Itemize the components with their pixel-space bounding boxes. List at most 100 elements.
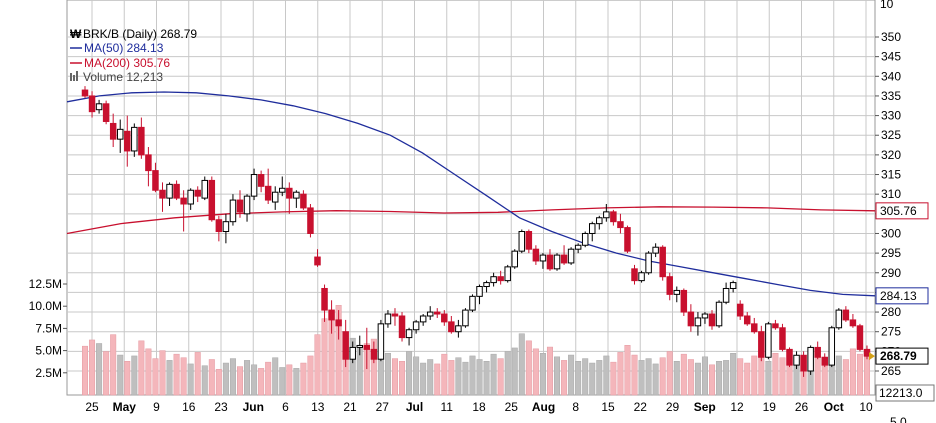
candle-body xyxy=(617,221,624,229)
date-tick-label: 11 xyxy=(441,400,454,414)
candle-body xyxy=(800,354,807,372)
candle-body xyxy=(539,254,547,262)
candle-body xyxy=(250,174,258,197)
volume-bar xyxy=(427,359,434,396)
volume-bar xyxy=(532,348,539,396)
volume-bar xyxy=(384,353,391,396)
candle-body xyxy=(321,287,328,311)
candle-body xyxy=(81,89,89,97)
candle-body xyxy=(236,199,244,213)
volume-bar xyxy=(666,351,673,396)
candle-body xyxy=(426,311,434,317)
candle-body xyxy=(412,321,420,331)
volume-icon-bar2 xyxy=(73,75,75,81)
volume-bar xyxy=(201,365,208,396)
volume-bar xyxy=(589,362,596,396)
candle-body xyxy=(828,327,836,366)
date-tick-label: 25 xyxy=(85,400,99,414)
volume-bar xyxy=(603,355,610,396)
candle-body xyxy=(743,315,751,325)
candle-body xyxy=(779,327,786,350)
price-tick-label: 275 xyxy=(881,325,901,339)
candle-body xyxy=(483,282,490,288)
date-tick-label: 26 xyxy=(795,400,809,414)
candle-body xyxy=(124,130,131,152)
volume-bar xyxy=(582,358,589,396)
volume-bar xyxy=(779,357,786,396)
candle-body xyxy=(293,191,300,199)
volume-bar xyxy=(370,338,377,396)
volume-bar xyxy=(413,356,420,396)
volume-bar xyxy=(490,353,497,396)
candle-body xyxy=(863,348,871,357)
candle-body xyxy=(814,346,821,358)
candle-body xyxy=(638,272,645,282)
volume-bar xyxy=(222,362,229,396)
candlestick-icon: ₩ xyxy=(70,27,82,41)
candle-body xyxy=(729,282,737,289)
ma50-tag-box xyxy=(875,287,929,305)
volume-tag-text: 12213.0 xyxy=(879,386,923,400)
date-tick-label: May xyxy=(113,400,137,414)
volume-bar xyxy=(258,368,265,396)
volume-bar xyxy=(645,358,652,396)
candle-body xyxy=(138,126,145,156)
volume-bar xyxy=(307,355,314,396)
candle-body xyxy=(356,344,364,348)
candle-body xyxy=(194,189,201,197)
volume-bar xyxy=(300,362,307,396)
date-tick-label: 8 xyxy=(572,400,579,414)
volume-bar xyxy=(187,363,194,396)
date-tick-label: 6 xyxy=(282,400,289,414)
candle-body xyxy=(405,329,413,339)
legend-ma50: MA(50) 284.13 xyxy=(70,41,164,55)
candle-body xyxy=(631,268,638,282)
date-tick-label: 27 xyxy=(376,400,390,414)
macd-strip xyxy=(0,416,936,423)
price-tick-label: 280 xyxy=(881,305,901,319)
candle-body xyxy=(807,346,814,372)
candle-body xyxy=(736,303,744,317)
candle-body xyxy=(377,323,385,360)
candle-body xyxy=(328,309,335,321)
volume-bar xyxy=(110,334,117,396)
price-tick-label: 295 xyxy=(881,246,901,260)
volume-bar xyxy=(504,351,511,396)
volume-bar xyxy=(335,305,342,396)
volume-bar xyxy=(441,353,448,396)
candle-body xyxy=(131,126,138,152)
date-tick-label: 18 xyxy=(472,400,486,414)
candle-body xyxy=(708,313,716,327)
candle-body xyxy=(596,217,603,225)
top-partial-label: 10 xyxy=(880,0,894,11)
ma200-path xyxy=(66,206,876,235)
volume-tick-label: 10.0M xyxy=(29,299,62,313)
date-tick-label: Sep xyxy=(694,400,716,414)
candle-body xyxy=(786,348,793,366)
date-tick-label: 16 xyxy=(182,400,196,414)
candle-body xyxy=(363,344,371,350)
volume-bar xyxy=(842,359,849,396)
candle-body xyxy=(532,248,540,262)
date-axis: 25 May 9 16 23 Jun 6 13 21 27 Jul 11 18 25 Aug 8 15 22 29 S… xyxy=(85,400,873,414)
candle-body xyxy=(455,325,462,333)
candle-body xyxy=(610,211,617,223)
volume-bar xyxy=(539,353,546,396)
volume-icon-bar3 xyxy=(76,71,78,81)
volume-bar xyxy=(124,361,131,396)
volume-bar xyxy=(103,351,110,396)
volume-bar xyxy=(434,363,441,396)
volume-bar xyxy=(377,355,384,396)
candle-body xyxy=(701,313,709,319)
candle-body xyxy=(793,354,800,366)
date-tick-label: 21 xyxy=(343,400,357,414)
last-price-marker xyxy=(869,352,875,361)
volume-bar xyxy=(849,348,856,396)
volume-bar xyxy=(251,364,258,396)
value-tags: 305.76 284.13 268.79 12213.0 xyxy=(869,202,935,402)
candle-body xyxy=(335,319,342,327)
candle-body xyxy=(342,331,349,360)
ma50-path xyxy=(66,91,876,297)
ma50-tag-text: 284.13 xyxy=(880,289,917,303)
